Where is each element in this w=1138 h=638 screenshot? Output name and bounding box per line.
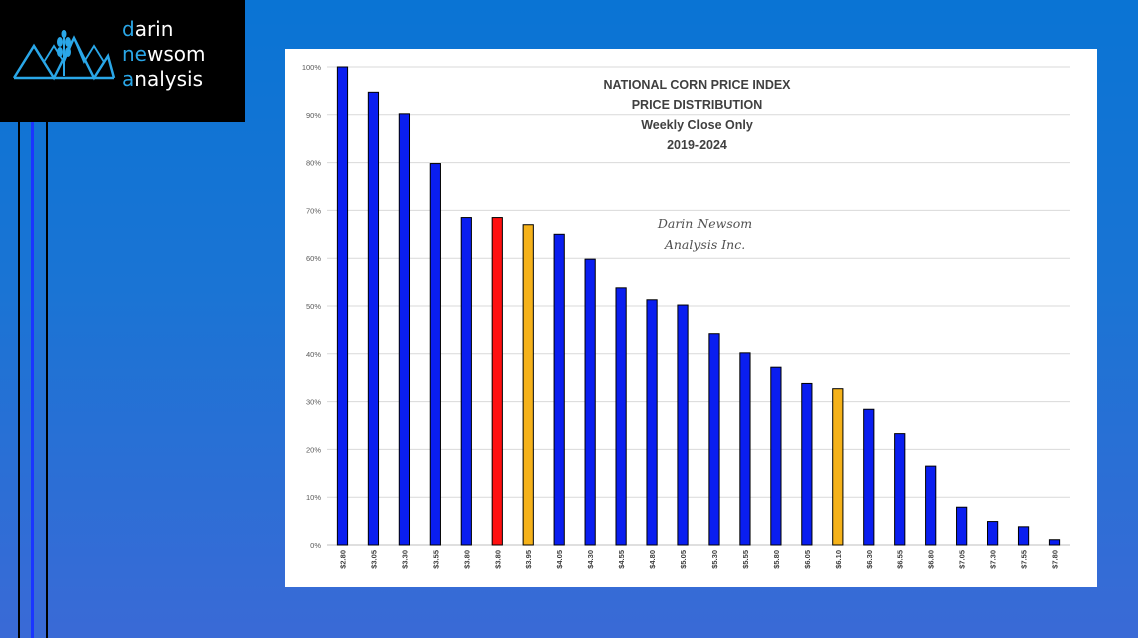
bar xyxy=(491,217,503,546)
bar xyxy=(801,382,813,546)
x-tick-label: $3.80 xyxy=(493,550,502,569)
bar xyxy=(708,333,720,546)
x-tick-label: $3.30 xyxy=(400,550,409,569)
mountain-wheat-icon xyxy=(12,30,116,81)
bar xyxy=(1017,526,1030,546)
bar xyxy=(925,465,937,546)
logo-line-2: newsom xyxy=(122,42,206,66)
bar xyxy=(522,224,534,546)
x-tick-label: $5.05 xyxy=(679,550,688,569)
x-tick-label: $6.55 xyxy=(896,550,905,569)
x-tick-label: $7.05 xyxy=(958,550,967,569)
bar xyxy=(646,299,658,546)
x-tick-label: $6.80 xyxy=(927,550,936,569)
x-tick-label: $7.55 xyxy=(1020,550,1029,569)
watermark-text: Analysis Inc. xyxy=(664,237,745,252)
x-tick-label: $4.30 xyxy=(586,550,595,569)
chart-title-line: 2019-2024 xyxy=(667,138,727,152)
x-tick-label: $5.30 xyxy=(710,550,719,569)
y-tick-label: 10% xyxy=(306,493,321,502)
y-tick-label: 80% xyxy=(306,159,321,168)
x-tick-label: $4.05 xyxy=(555,550,564,569)
bar xyxy=(367,91,380,546)
x-tick-label: $3.55 xyxy=(431,550,440,569)
y-tick-label: 30% xyxy=(306,398,321,407)
bar xyxy=(1048,539,1061,546)
chart-title-line: Weekly Close Only xyxy=(641,118,753,132)
y-tick-label: 100% xyxy=(302,63,322,72)
y-tick-label: 50% xyxy=(306,302,321,311)
bar xyxy=(460,217,472,546)
x-tick-label: $2.80 xyxy=(338,550,347,569)
y-tick-label: 90% xyxy=(306,111,321,120)
logo-line-1: darin xyxy=(122,17,174,41)
bar-chart: 0% 10% 20% 30% 40% 50% 60% 70% 80% 90% 100% $2.80 $3… xyxy=(302,63,1070,569)
y-tick-label: 40% xyxy=(306,350,321,359)
bar xyxy=(336,66,349,546)
x-tick-label: $4.80 xyxy=(648,550,657,569)
y-tick-label: 60% xyxy=(306,254,321,263)
y-tick-label: 70% xyxy=(306,206,321,215)
x-tick-label: $4.55 xyxy=(617,550,626,569)
bar xyxy=(986,521,999,546)
bar xyxy=(832,388,844,546)
bar xyxy=(584,258,596,546)
x-tick-label: $7.80 xyxy=(1051,550,1060,569)
x-tick-label: $6.05 xyxy=(803,550,812,569)
bar xyxy=(429,163,441,546)
x-tick-label: $5.80 xyxy=(772,550,781,569)
decorative-line xyxy=(18,122,20,638)
y-tick-label: 0% xyxy=(310,541,321,550)
chart-title-line: PRICE DISTRIBUTION xyxy=(632,98,763,112)
bar xyxy=(398,113,411,546)
x-tick-label: $6.30 xyxy=(865,550,874,569)
watermark-text: Darin Newsom xyxy=(657,216,752,231)
bar xyxy=(677,304,689,546)
bar xyxy=(894,433,906,546)
decorative-line xyxy=(46,122,48,638)
bar xyxy=(739,352,751,546)
x-tick-label: $5.55 xyxy=(741,550,750,569)
bar xyxy=(553,233,565,546)
x-tick-label: $3.05 xyxy=(369,550,378,569)
logo: darin newsom analysis xyxy=(0,0,245,122)
bar xyxy=(615,287,627,546)
chart-title-line: NATIONAL CORN PRICE INDEX xyxy=(603,78,791,92)
x-tick-label: $3.95 xyxy=(524,550,533,569)
x-tick-label: $6.10 xyxy=(834,550,843,569)
bar xyxy=(863,408,875,546)
x-tick-label: $3.80 xyxy=(462,550,471,569)
logo-text: darin newsom analysis xyxy=(122,17,205,92)
y-tick-label: 20% xyxy=(306,445,321,454)
x-tick-label: $7.30 xyxy=(989,550,998,569)
bar xyxy=(770,366,782,546)
chart-panel: 0% 10% 20% 30% 40% 50% 60% 70% 80% 90% 100% $2.80 $3… xyxy=(285,49,1097,587)
bar xyxy=(956,506,968,546)
decorative-line xyxy=(31,122,34,638)
logo-line-3: analysis xyxy=(122,67,203,91)
